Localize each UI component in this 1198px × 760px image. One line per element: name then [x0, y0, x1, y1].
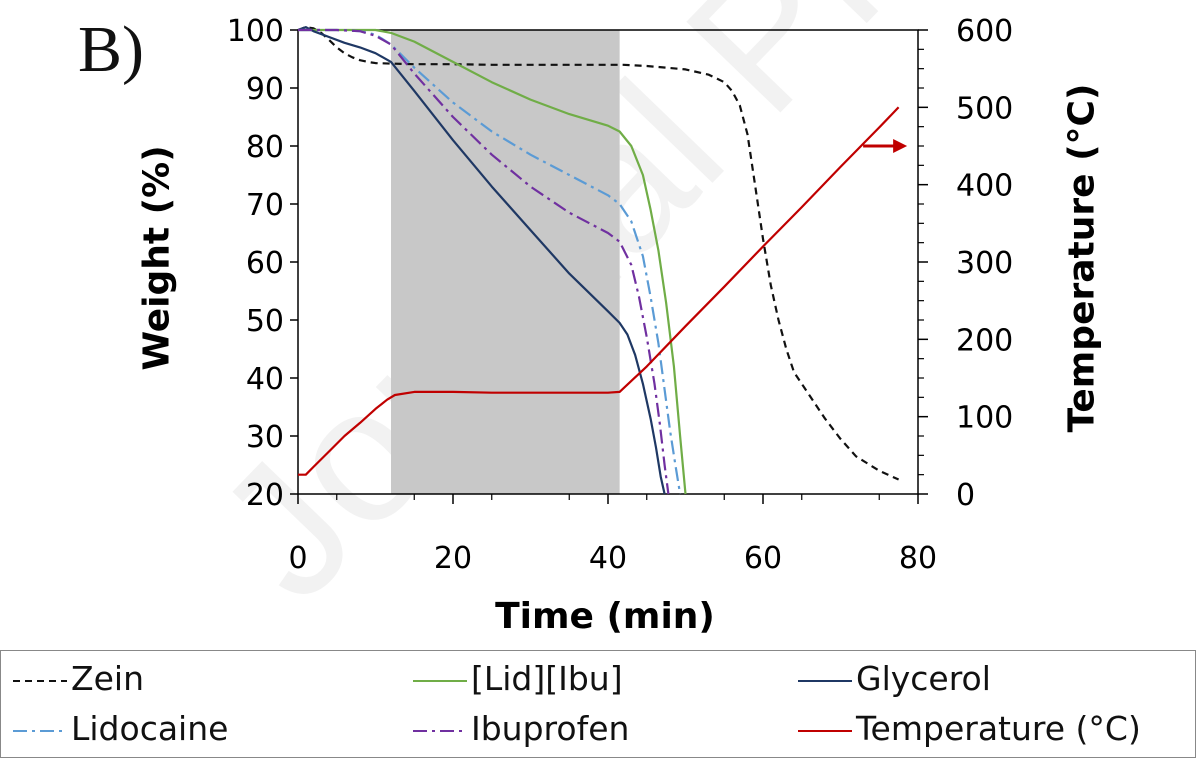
y-tick-label: 20	[246, 478, 284, 513]
legend-swatch	[13, 729, 67, 732]
legend-swatch	[413, 729, 467, 732]
y2-tick-label: 0	[956, 478, 975, 513]
x-tick-label: 0	[288, 541, 307, 576]
y-axis-title: Weight (%)	[136, 145, 178, 371]
legend-swatch	[798, 679, 852, 682]
legend-label: Zein	[71, 659, 144, 698]
legend-label: Lidocaine	[71, 709, 229, 748]
series-line-glycerol	[297, 26, 666, 495]
y-tick-label: 50	[246, 304, 284, 339]
y-tick-label: 30	[246, 420, 284, 455]
legend-item-glycerol: Glycerol	[796, 659, 991, 698]
y-tick-label: 90	[246, 72, 284, 107]
y2-tick-label: 500	[956, 91, 1013, 126]
y-tick-label: 80	[246, 130, 284, 165]
y-tick-label: 60	[246, 246, 284, 281]
watermark-text: Journal Pre-proof	[177, 0, 1198, 638]
x-tick-label: 40	[589, 541, 627, 576]
y-tick-label: 100	[227, 14, 284, 49]
y2-tick-label: 400	[956, 169, 1013, 204]
y2-tick-label: 100	[956, 401, 1013, 436]
y2-axis-title: Temperature (°C)	[1061, 83, 1103, 433]
y-tick-label: 40	[246, 362, 284, 397]
y-tick-label: 70	[246, 188, 284, 223]
legend-swatch	[13, 679, 67, 682]
panel-label: B)	[78, 13, 144, 86]
x-tick-label: 80	[899, 541, 937, 576]
legend: Zein [Lid][Ibu] Glycerol Lidocaine Ibupr…	[0, 650, 1196, 758]
legend-label: Glycerol	[856, 659, 991, 698]
legend-item-ibuprofen: Ibuprofen	[411, 709, 629, 748]
y2-tick-label: 600	[956, 14, 1013, 49]
x-tick-label: 20	[434, 541, 472, 576]
legend-label: [Lid][Ibu]	[471, 659, 623, 698]
legend-item-temperature: Temperature (°C)	[796, 709, 1141, 748]
line-chart: Journal Pre-proof02040608020304050607080…	[177, 0, 1198, 638]
legend-label: Temperature (°C)	[856, 709, 1141, 748]
legend-swatch	[413, 679, 467, 682]
legend-item-lidocaine: Lidocaine	[11, 709, 228, 748]
axis-arrow-head	[893, 139, 908, 153]
legend-item-lid-ibu: [Lid][Ibu]	[411, 659, 623, 698]
series-line-zein	[297, 26, 900, 481]
series-line-temperature-c	[298, 106, 900, 476]
legend-item-zein: Zein	[11, 659, 144, 698]
legend-swatch	[798, 729, 852, 732]
y2-tick-label: 200	[956, 323, 1013, 358]
series-line-lid-ibu	[298, 28, 687, 495]
series-line-ibuprofen	[298, 28, 670, 495]
shaded-region	[391, 30, 620, 494]
legend-label: Ibuprofen	[471, 709, 630, 748]
x-tick-label: 60	[744, 541, 782, 576]
x-axis-title: Time (min)	[495, 596, 715, 637]
y2-tick-label: 300	[956, 246, 1013, 281]
